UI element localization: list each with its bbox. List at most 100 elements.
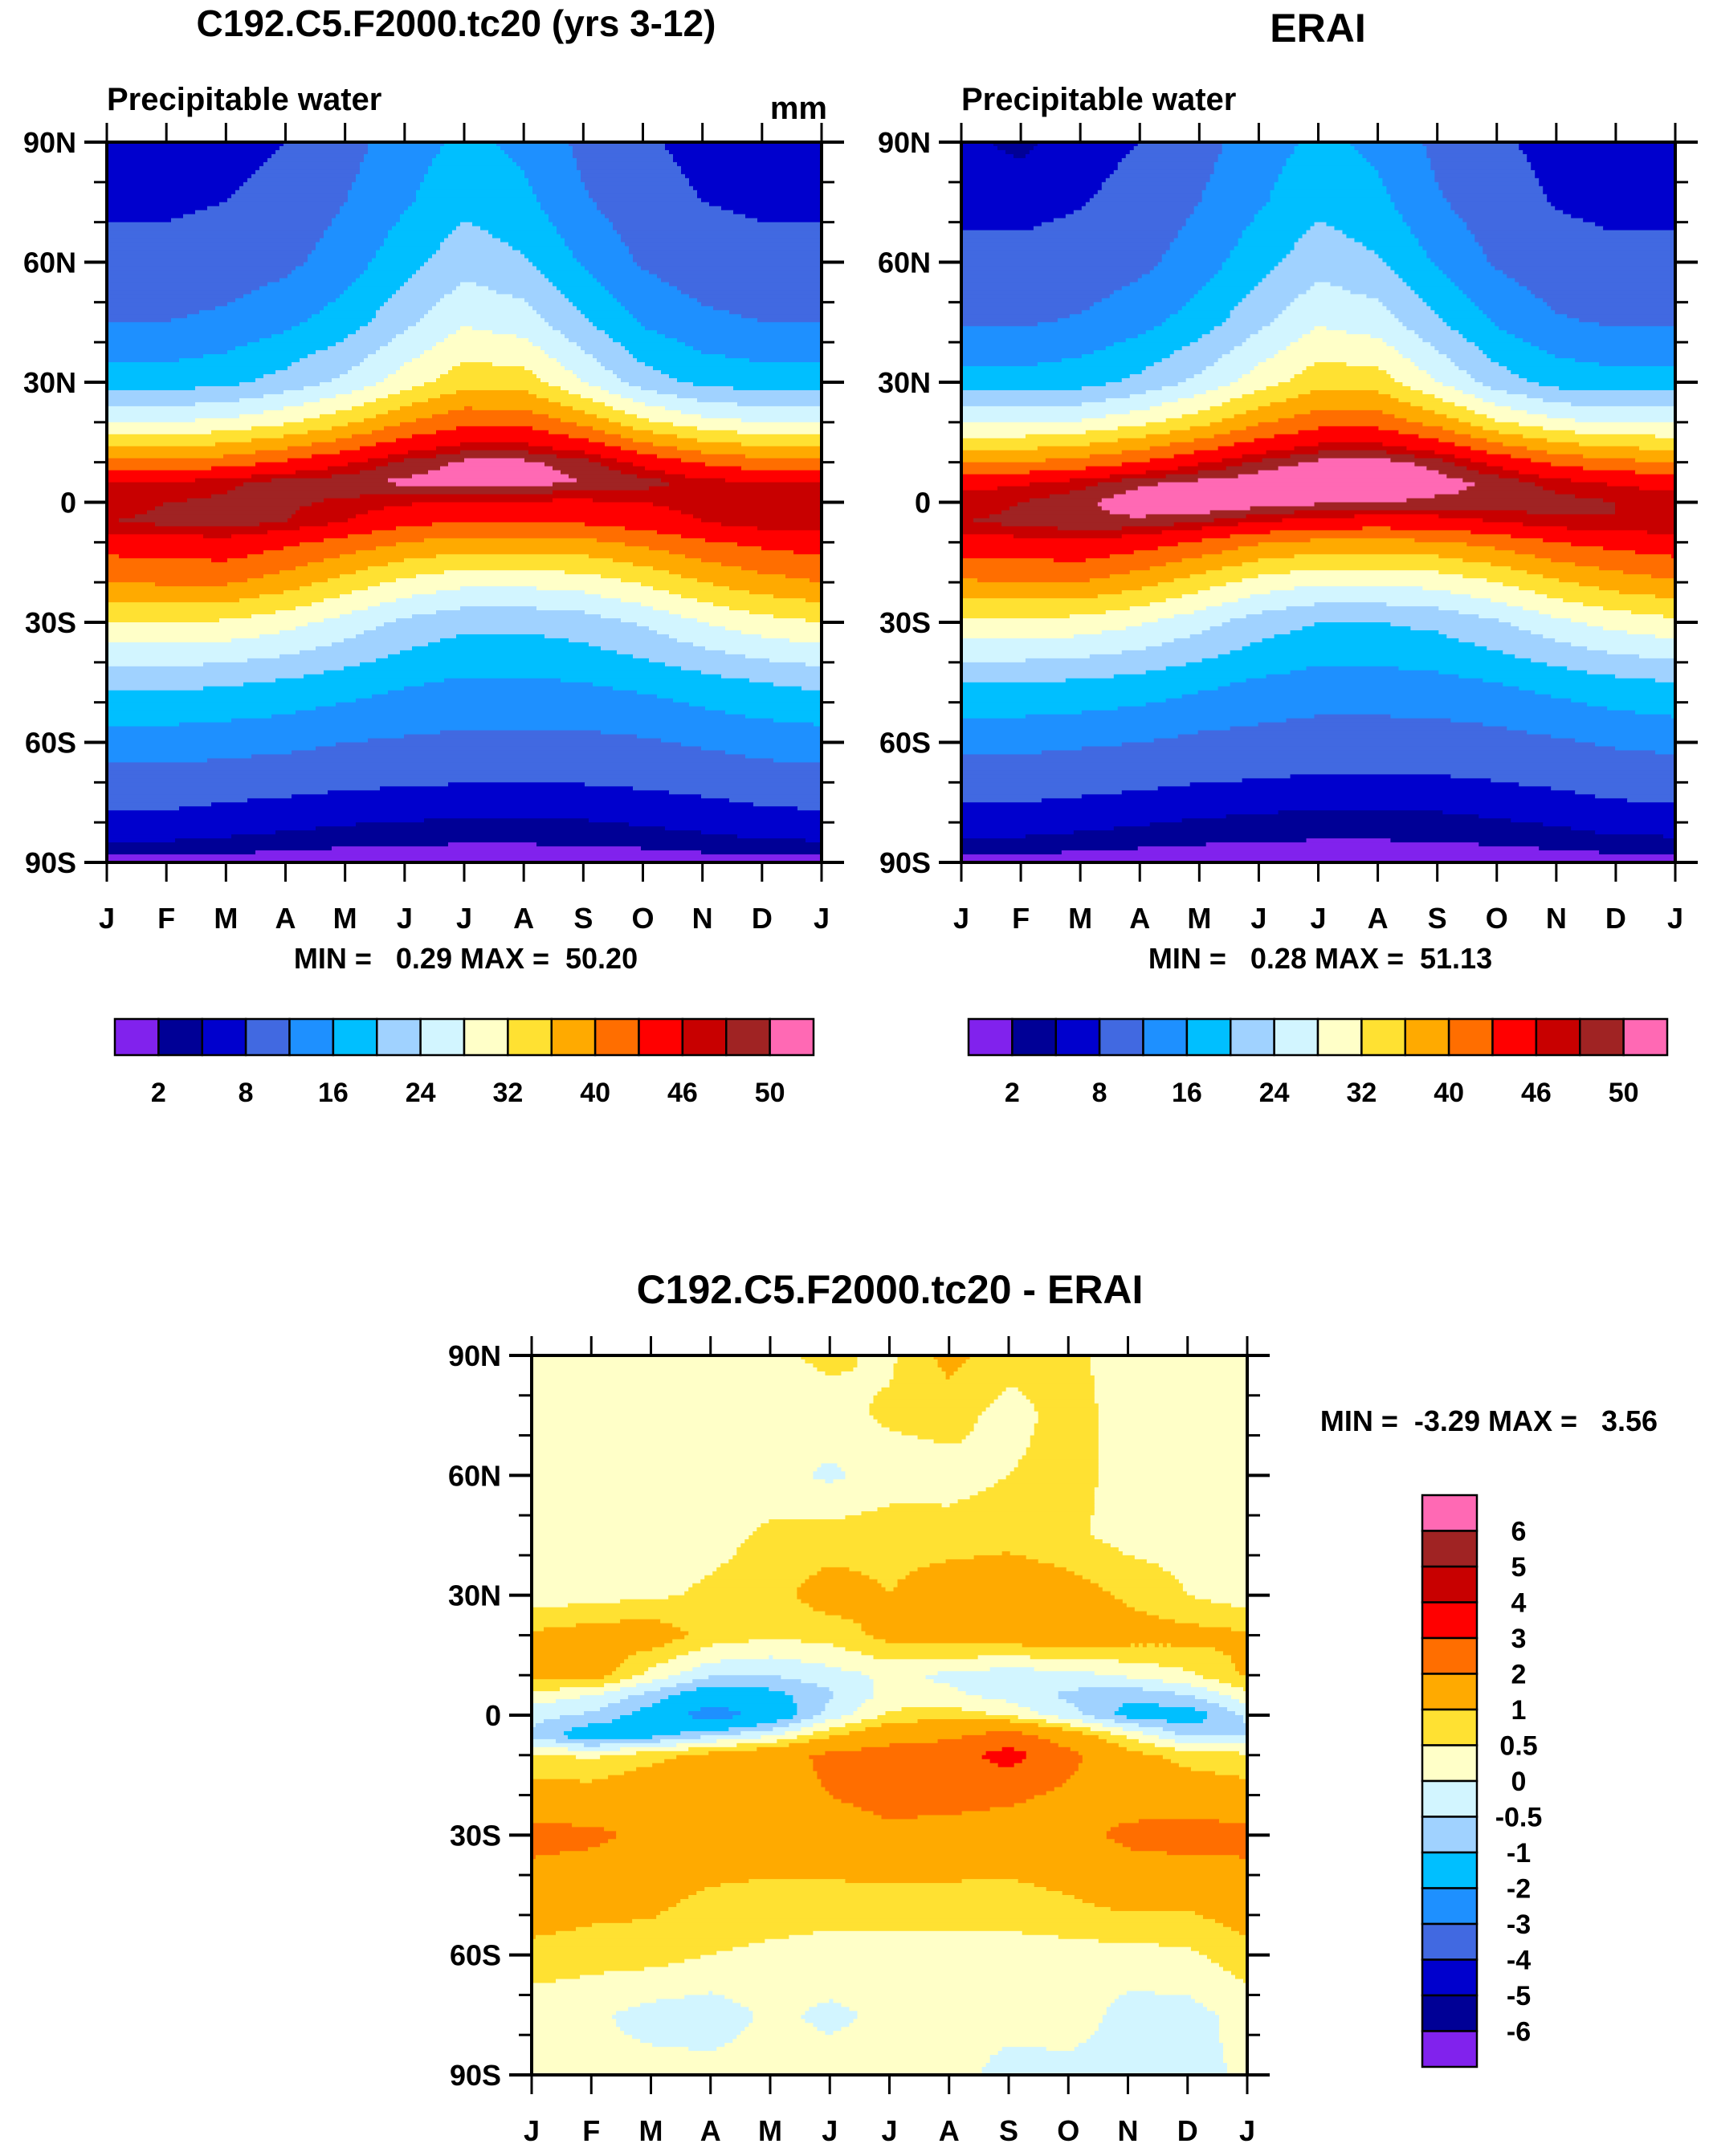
contour-cell	[961, 638, 1175, 643]
contour-cell	[589, 382, 630, 387]
contour-cell	[985, 2063, 1228, 2068]
contour-cell	[1487, 578, 1560, 583]
colorbar-box	[967, 1017, 1014, 1057]
contour-cell	[211, 466, 328, 471]
contour-cell	[1094, 1495, 1247, 1500]
contour-cell	[561, 234, 622, 239]
contour-cell	[456, 426, 533, 431]
contour-cell	[1571, 642, 1675, 647]
colorbar-label: -6	[1507, 2017, 1531, 2048]
contour-cell	[649, 418, 742, 423]
left-string: Precipitable water	[107, 82, 381, 117]
contour-cell	[532, 1859, 1247, 1864]
contour-cell	[1571, 618, 1675, 623]
contour-cell	[532, 1671, 613, 1676]
contour-cell	[1201, 526, 1364, 531]
contour-cell	[1507, 274, 1675, 279]
contour-cell	[352, 366, 401, 371]
x-tick-label: J	[524, 2114, 540, 2147]
contour-cell	[553, 490, 822, 495]
contour-cell	[565, 570, 670, 575]
contour-cell	[961, 302, 1095, 307]
contour-cell	[1362, 242, 1419, 247]
contour-cell	[1022, 1730, 1083, 1736]
contour-cell	[1009, 1471, 1099, 1476]
contour-cell	[428, 169, 525, 175]
contour-cell	[809, 1738, 939, 1744]
contour-cell	[1126, 1675, 1204, 1680]
contour-cell	[300, 586, 369, 591]
contour-cell	[857, 1363, 895, 1368]
contour-cell	[585, 410, 626, 415]
contour-cell	[412, 358, 557, 363]
contour-cell	[613, 558, 702, 563]
contour-cell	[1599, 322, 1675, 327]
y-tick-label: 90N	[878, 126, 931, 159]
contour-cell	[593, 426, 634, 431]
contour-cell	[1190, 1683, 1232, 1688]
contour-cell	[1161, 530, 1271, 535]
contour-cell	[1185, 222, 1251, 227]
contour-cell	[1278, 350, 1399, 355]
contour-cell	[107, 514, 136, 520]
contour-cell	[1647, 530, 1675, 535]
contour-cell	[873, 1691, 967, 1696]
contour-cell	[961, 142, 994, 147]
contour-cell	[581, 346, 626, 351]
contour-cell	[316, 746, 702, 752]
contour-cell	[656, 1999, 733, 2003]
contour-cell	[107, 458, 288, 463]
contour-cell	[432, 346, 541, 351]
contour-cell	[1278, 173, 1380, 179]
contour-cell	[1487, 254, 1675, 259]
contour-cell	[107, 350, 228, 355]
contour-cell	[1177, 234, 1243, 239]
contour-cell	[813, 1722, 846, 1728]
contour-cell	[1193, 610, 1263, 615]
contour-cell	[1097, 482, 1159, 487]
contour-cell	[107, 614, 252, 619]
contour-cell	[107, 710, 296, 715]
contour-cell	[1422, 338, 1467, 343]
contour-cell	[573, 302, 622, 307]
contour-cell	[360, 326, 409, 331]
contour-cell	[653, 566, 742, 571]
contour-cell	[344, 666, 682, 671]
contour-cell	[424, 173, 525, 179]
contour-cell	[580, 1779, 593, 1784]
contour-cell	[372, 694, 658, 699]
contour-cell	[961, 418, 1083, 423]
contour-cell	[569, 474, 638, 479]
contour-cell	[532, 1775, 609, 1780]
contour-cell	[1531, 290, 1675, 295]
contour-cell	[1038, 1419, 1099, 1424]
contour-cell	[1603, 606, 1675, 611]
contour-cell	[1098, 1407, 1247, 1412]
contour-cell	[1114, 1711, 1208, 1716]
contour-cell	[107, 270, 292, 275]
contour-cell	[107, 198, 228, 203]
contour-cell	[961, 854, 1675, 859]
contour-cell	[925, 1675, 1128, 1680]
contour-cell	[961, 774, 1291, 779]
contour-cell	[917, 1435, 967, 1441]
contour-cell	[532, 1523, 761, 1528]
contour-cell	[1017, 502, 1099, 507]
contour-cell	[231, 194, 349, 199]
contour-cell	[833, 1479, 999, 1484]
contour-cell	[1049, 494, 1115, 499]
contour-cell	[400, 650, 618, 655]
contour-cell	[432, 414, 549, 419]
contour-cell	[961, 442, 1091, 447]
contour-cell	[247, 342, 336, 347]
contour-cell	[601, 614, 682, 619]
contour-cell	[1390, 198, 1447, 203]
contour-cell	[1133, 550, 1223, 555]
contour-cell	[1298, 238, 1356, 243]
contour-cell	[1458, 366, 1507, 371]
contour-cell	[1226, 582, 1503, 587]
colorbar-label: -2	[1507, 1874, 1531, 1905]
contour-cell	[1230, 397, 1287, 403]
contour-cell	[352, 282, 405, 287]
contour-cell	[556, 1979, 1244, 1984]
